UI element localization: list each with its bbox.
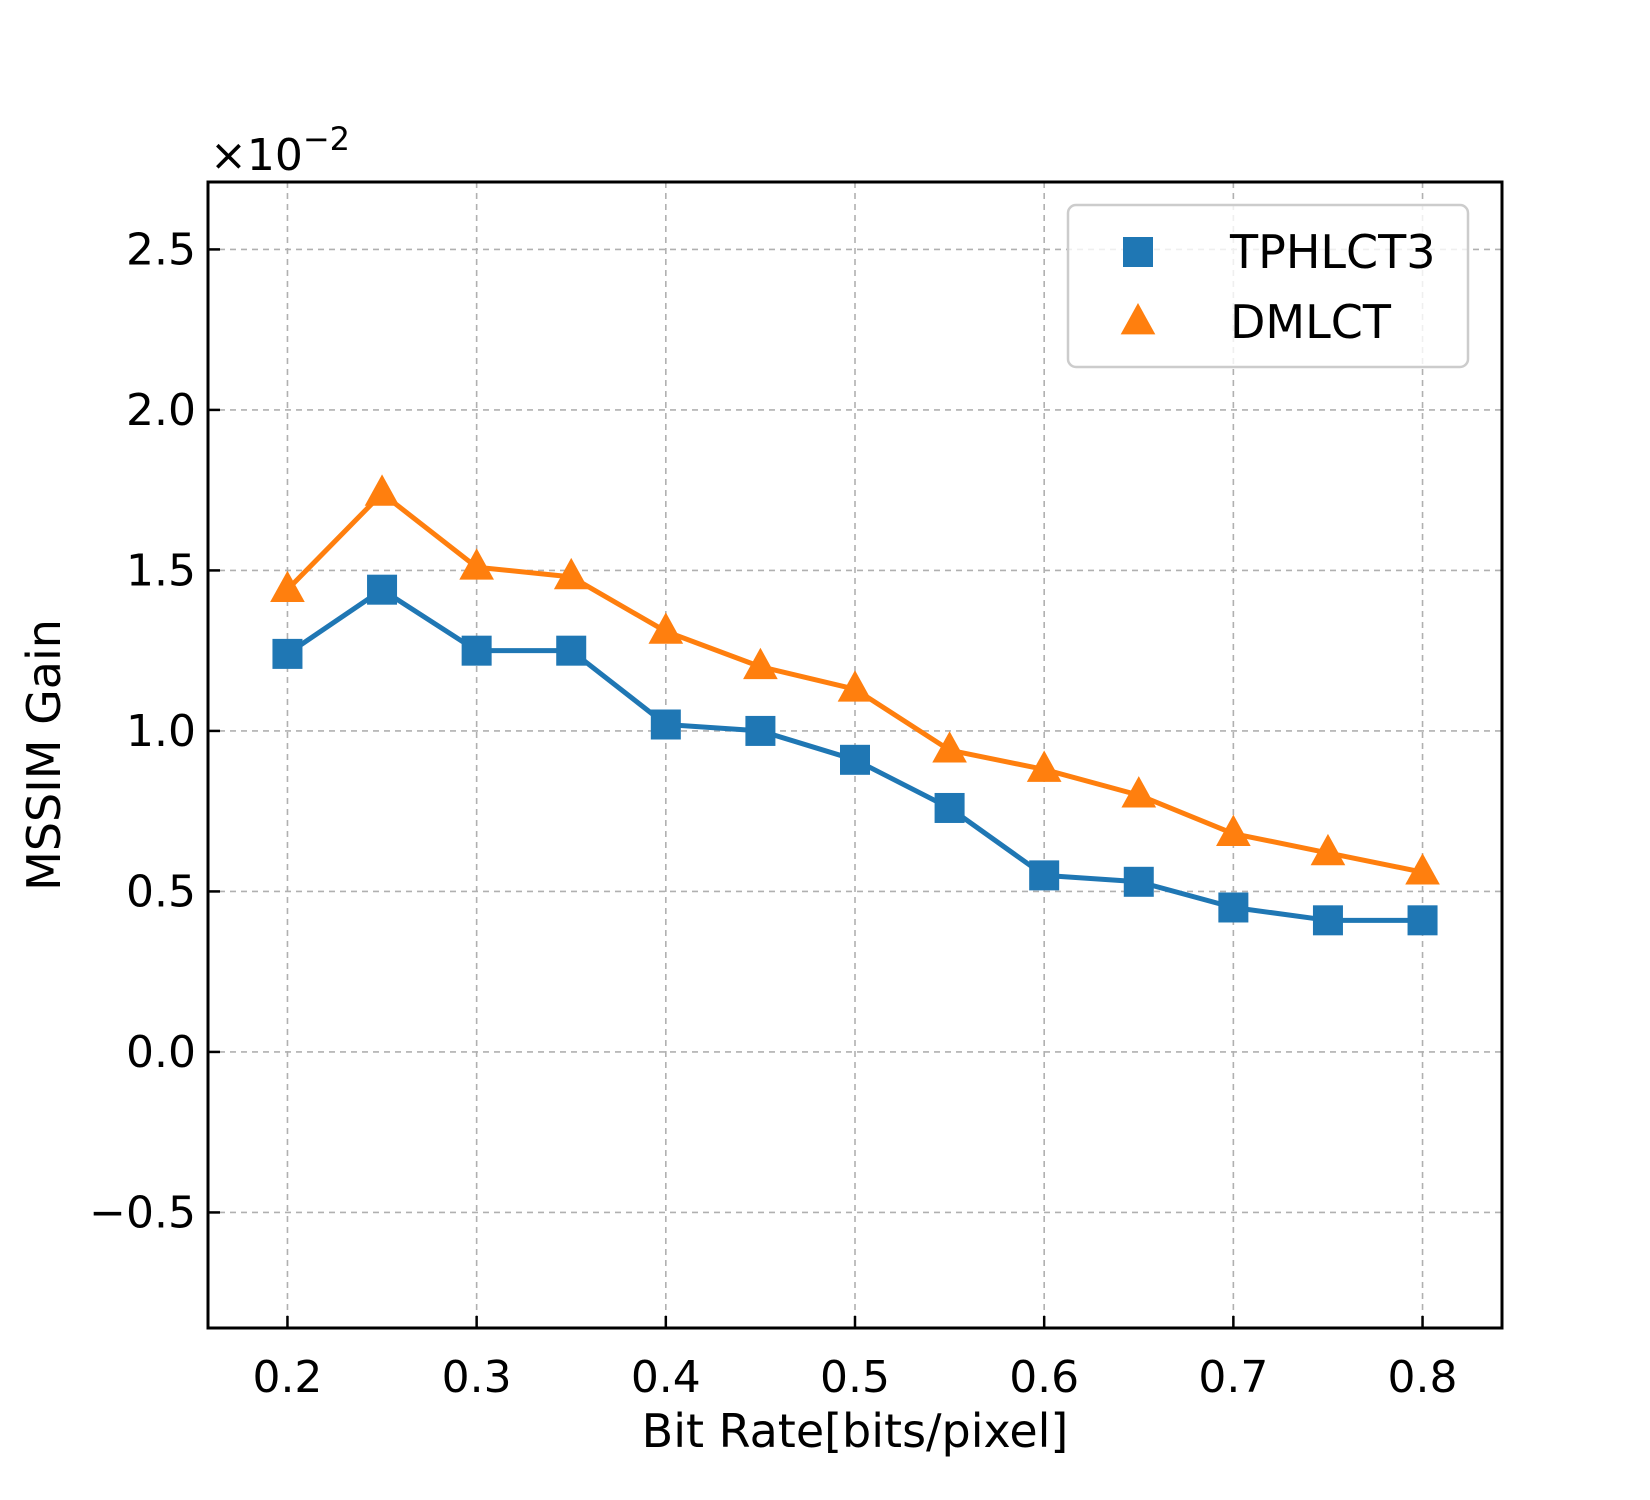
x-tick-label: 0.2 [252, 1352, 322, 1403]
triangle-marker [364, 474, 400, 506]
legend-label: TPHLCT3 [1229, 225, 1436, 279]
triangle-marker [932, 731, 967, 763]
triangle-marker [1120, 303, 1156, 335]
legend-item-tphlct3: TPHLCT3 [1123, 225, 1436, 279]
square-marker [934, 792, 965, 823]
legend-label: DMLCT [1230, 295, 1392, 349]
series-tphlct3 [272, 574, 1438, 936]
square-marker [1029, 860, 1060, 891]
x-axis-label: Bit Rate[bits/pixel] [642, 1404, 1069, 1458]
y-axis-multiplier: ×10−2 [210, 120, 350, 181]
triangle-marker [553, 557, 589, 590]
square-marker [650, 709, 681, 740]
y-tick-label: 0.5 [126, 866, 196, 917]
square-marker [840, 744, 870, 775]
square-marker [1123, 237, 1153, 267]
square-marker [367, 574, 398, 605]
y-multiplier-exponent: −2 [303, 120, 350, 158]
x-tick-label: 0.6 [1009, 1352, 1079, 1403]
y-tick-label: 1.0 [126, 706, 196, 757]
square-marker [745, 715, 776, 746]
triangle-marker [1216, 814, 1251, 847]
triangle-marker [837, 670, 873, 702]
triangle-marker [1405, 853, 1440, 885]
y-axis-label: MSSIM Gain [17, 619, 71, 891]
triangle-marker [459, 548, 494, 580]
axis-ticks: 0.2 0.3 0.4 0.5 0.6 0.7 0.8 −0.5 0.0 0.5 1.0 1.5 2.0… [89, 224, 1457, 1403]
triangle-marker [1121, 776, 1157, 808]
square-marker [1123, 866, 1154, 897]
x-tick-label: 0.5 [820, 1352, 890, 1403]
y-multiplier-base: ×10 [210, 130, 303, 181]
square-marker [1218, 892, 1249, 923]
legend-box [1066, 203, 1470, 369]
y-tick-label: 2.5 [126, 224, 196, 275]
series-dmlct [270, 474, 1440, 885]
triangle-marker [1026, 750, 1062, 782]
x-tick-label: 0.3 [442, 1352, 512, 1403]
triangle-marker [270, 570, 305, 603]
legend: TPHLCT3 DMLCT [1066, 203, 1470, 369]
y-tick-label: 1.5 [126, 545, 196, 596]
series-layer [270, 474, 1440, 936]
square-marker [556, 635, 587, 666]
square-marker [272, 638, 303, 669]
square-marker [1312, 905, 1343, 936]
triangle-marker [743, 647, 778, 680]
x-tick-label: 0.7 [1198, 1352, 1268, 1403]
y-tick-label: 2.0 [126, 385, 196, 436]
square-marker [1407, 905, 1438, 936]
x-tick-label: 0.8 [1388, 1352, 1458, 1403]
y-tick-label: −0.5 [89, 1187, 196, 1238]
square-marker [461, 635, 492, 666]
triangle-marker [1310, 833, 1346, 866]
x-tick-label: 0.4 [631, 1352, 701, 1403]
y-tick-label: 0.0 [126, 1027, 196, 1078]
triangle-marker [648, 612, 684, 644]
legend-item-dmlct: DMLCT [1120, 295, 1392, 349]
